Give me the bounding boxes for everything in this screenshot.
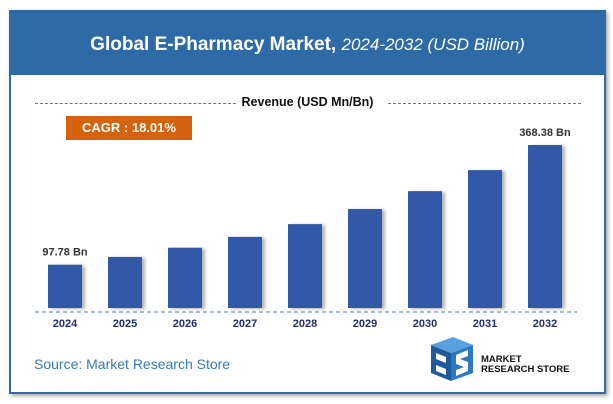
bar-2024	[48, 264, 82, 308]
divider-left	[35, 103, 241, 104]
data-label-2032: 368.38 Bn	[519, 127, 571, 139]
bar-2028	[288, 224, 322, 308]
logo-text: MARKET RESEARCH STORE	[481, 354, 570, 375]
x-tick-label-2031: 2031	[473, 318, 497, 330]
chart-header: Global E-Pharmacy Market, 2024-2032 (USD…	[11, 12, 604, 75]
bar-2025	[108, 256, 142, 308]
x-tick-label-2025: 2025	[113, 318, 137, 330]
x-tick-label-2027: 2027	[233, 318, 257, 330]
x-tick-label-2029: 2029	[353, 318, 377, 330]
x-tick-label-2026: 2026	[173, 318, 197, 330]
x-tick-label-2030: 2030	[413, 318, 437, 330]
source-text: Source: Market Research Store	[34, 356, 231, 372]
market-research-store-logo	[431, 337, 473, 381]
bar-2031	[468, 170, 502, 308]
chart-frame: Global E-Pharmacy Market, 2024-2032 (USD…	[9, 10, 606, 394]
revenue-label: Revenue (USD Mn/Bn)	[11, 95, 604, 109]
bar-2027	[228, 236, 262, 308]
data-label-2024: 97.78 Bn	[42, 247, 88, 259]
bar-2030	[408, 191, 442, 308]
x-tick-label-2032: 2032	[533, 318, 557, 330]
x-tick-label-2024: 2024	[53, 318, 78, 330]
x-tick-label-2028: 2028	[293, 318, 317, 330]
bar-2026	[168, 247, 202, 308]
cagr-badge: CAGR : 18.01%	[66, 116, 192, 140]
bar-2032	[528, 145, 562, 308]
divider-right	[388, 103, 581, 104]
chart-subtitle: 2024-2032 (USD Billion)	[341, 35, 525, 54]
chart-title: Global E-Pharmacy Market,	[90, 34, 337, 55]
bar-2029	[348, 208, 382, 308]
